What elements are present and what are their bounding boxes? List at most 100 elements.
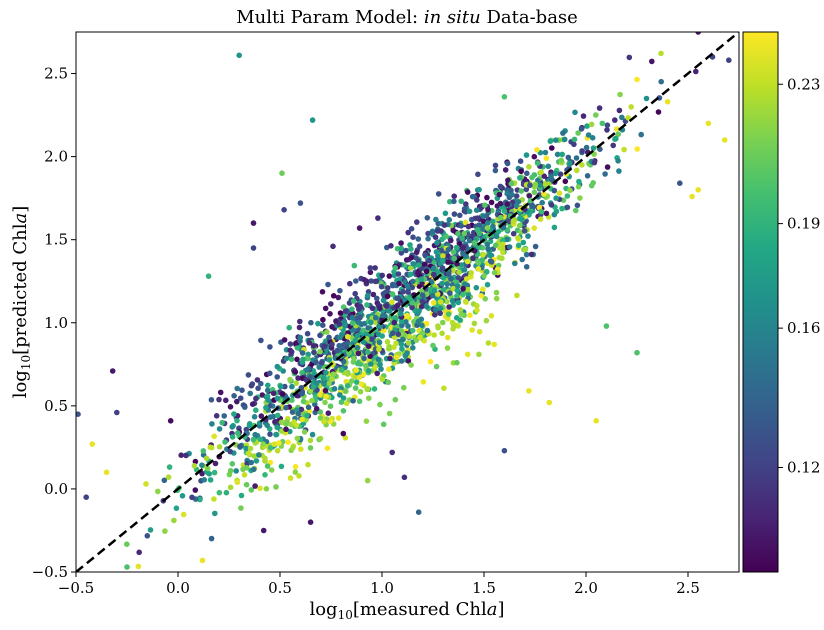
scatter-point xyxy=(504,201,511,207)
scatter-point xyxy=(432,312,438,318)
scatter-point xyxy=(136,549,142,556)
scatter-point xyxy=(183,452,189,459)
scatter-point xyxy=(76,411,81,417)
scatter-point xyxy=(538,208,545,215)
scatter-point xyxy=(234,417,240,424)
scatter-point xyxy=(449,319,456,326)
scatter-point xyxy=(199,462,205,469)
scatter-point xyxy=(462,219,469,226)
scatter-point xyxy=(352,385,359,391)
scatter-point xyxy=(316,364,323,370)
scatter-point xyxy=(403,319,409,325)
scatter-point xyxy=(476,186,482,193)
scatter-point xyxy=(574,167,580,174)
scatter-point xyxy=(523,152,530,158)
scatter-point xyxy=(468,274,474,280)
scatter-point xyxy=(542,149,549,156)
scatter-point xyxy=(276,440,282,446)
scatter-point xyxy=(267,445,274,451)
scatter-point xyxy=(439,330,445,337)
scatter-point xyxy=(393,354,400,361)
scatter-point xyxy=(418,304,425,310)
scatter-point xyxy=(398,341,405,348)
scatter-point xyxy=(432,306,439,313)
scatter-point xyxy=(264,387,271,394)
scatter-point xyxy=(360,327,367,334)
scatter-point xyxy=(375,356,382,363)
scatter-point xyxy=(254,377,261,383)
scatter-point xyxy=(497,214,504,221)
scatter-point xyxy=(229,434,236,440)
scatter-point xyxy=(413,249,420,256)
scatter-point xyxy=(464,351,471,358)
scatter-point xyxy=(260,527,267,534)
scatter-point xyxy=(248,487,255,493)
scatter-point xyxy=(245,450,252,457)
scatter-point xyxy=(484,225,491,231)
scatter-point xyxy=(518,168,524,175)
scatter-point xyxy=(485,246,492,252)
scatter-point xyxy=(575,130,581,136)
scatter-point xyxy=(471,240,478,246)
scatter-point xyxy=(418,316,425,323)
scatter-point xyxy=(445,259,451,265)
scatter-point xyxy=(324,329,330,335)
scatter-point xyxy=(438,299,444,305)
scatter-point xyxy=(270,413,277,420)
scatter-point xyxy=(439,265,446,271)
scatter-point xyxy=(602,171,608,177)
scatter-point xyxy=(385,285,391,291)
scatter-point xyxy=(365,343,372,350)
scatter-point xyxy=(370,291,377,298)
scatter-point xyxy=(391,344,397,351)
colorbar-tick-label: 0.23 xyxy=(787,75,820,93)
scatter-point xyxy=(197,496,203,503)
scatter-point xyxy=(283,404,289,411)
scatter-point xyxy=(376,339,383,346)
scatter-point xyxy=(513,202,520,209)
scatter-point xyxy=(299,390,306,397)
scatter-point xyxy=(273,484,279,490)
scatter-point xyxy=(483,317,490,324)
scatter-point xyxy=(297,334,304,341)
scatter-point xyxy=(395,271,402,277)
scatter-point xyxy=(471,320,478,327)
scatter-point xyxy=(227,467,234,474)
one-to-one-line xyxy=(76,32,739,572)
scatter-point xyxy=(583,144,590,151)
scatter-point xyxy=(103,469,110,476)
scatter-point xyxy=(135,563,142,570)
scatter-point xyxy=(425,235,431,242)
scatter-point xyxy=(227,448,233,455)
scatter-point xyxy=(455,323,462,329)
scatter-point xyxy=(296,473,302,479)
scatter-point xyxy=(430,342,436,349)
scatter-point xyxy=(460,251,466,258)
scatter-point xyxy=(358,381,365,387)
scatter-point xyxy=(367,269,374,276)
scatter-point xyxy=(281,337,288,343)
scatter-point xyxy=(465,223,472,230)
scatter-point xyxy=(374,295,380,302)
scatter-point xyxy=(405,358,412,364)
scatter-point xyxy=(493,295,500,302)
scatter-point xyxy=(227,484,234,491)
scatter-point xyxy=(516,222,523,229)
scatter-point xyxy=(565,154,572,161)
scatter-point xyxy=(352,374,359,380)
scatter-point xyxy=(410,345,416,351)
scatter-point xyxy=(341,341,348,348)
scatter-point xyxy=(480,213,487,220)
scatter-point xyxy=(519,256,525,263)
x-tick-label: 1.0 xyxy=(370,579,394,597)
scatter-point xyxy=(231,393,237,399)
scatter-point xyxy=(321,375,328,382)
scatter-point xyxy=(473,284,480,291)
scatter-point xyxy=(492,242,499,249)
scatter-point xyxy=(461,267,468,273)
scatter-point xyxy=(534,147,540,153)
scatter-point xyxy=(567,187,573,194)
scatter-point xyxy=(423,268,430,275)
scatter-point xyxy=(610,142,616,149)
scatter-point xyxy=(235,430,241,436)
